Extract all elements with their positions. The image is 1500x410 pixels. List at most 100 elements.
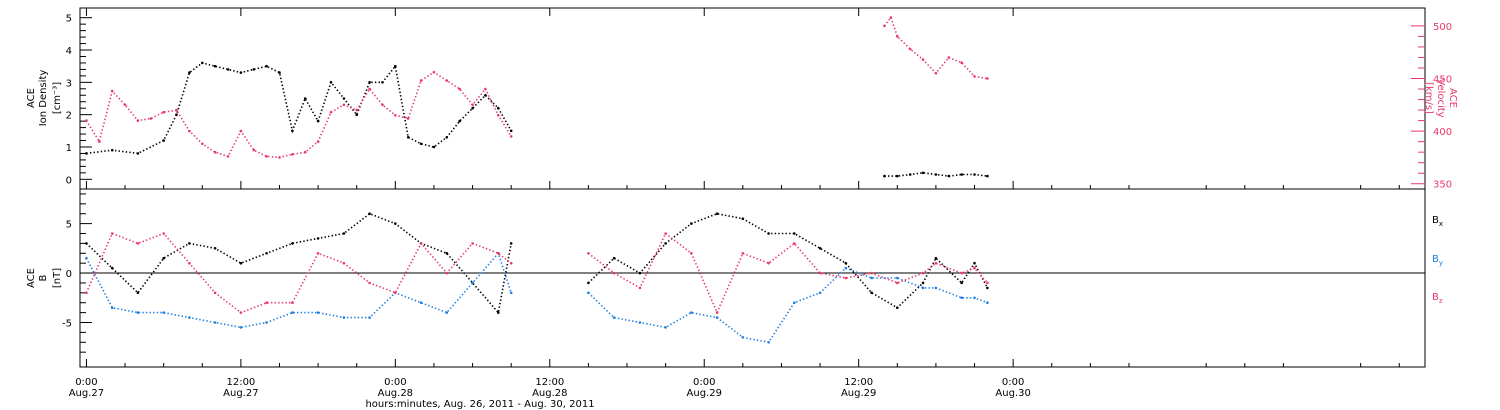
bx-series-point-10	[342, 232, 346, 235]
bx-series-point-26	[793, 232, 796, 235]
x-tick-date-5: Aug.29	[841, 388, 876, 399]
bz-series-point-33	[960, 271, 963, 275]
velocity-series-point-21	[355, 108, 359, 112]
density-series-point-20	[381, 81, 384, 84]
velocity-series-point-3	[123, 103, 127, 107]
bz-series-point-15	[471, 242, 474, 245]
bz-series-point-29	[870, 271, 873, 275]
bx-series-point-9	[316, 237, 320, 240]
density-series-point-26	[458, 119, 462, 123]
velocity-series-point-38	[921, 58, 925, 61]
by-series-point-15	[471, 281, 474, 285]
density-series-point-14	[303, 97, 307, 100]
by-series-point-14	[445, 311, 449, 314]
bx-series-point-23	[715, 212, 719, 215]
density-series-point-7	[213, 64, 217, 68]
by-series-point-11	[368, 316, 371, 319]
velocity-series-point-27	[432, 70, 436, 74]
bx-series-point-30	[896, 306, 899, 310]
bx-series-point-11	[368, 212, 371, 215]
bz-series-point-2	[136, 242, 140, 245]
velocity-series-point-15	[278, 156, 281, 159]
bz-series-point-10	[342, 261, 346, 265]
velocity-series-point-0	[85, 119, 88, 122]
bz-series-point-1	[110, 232, 114, 235]
bx-series-point-7	[265, 252, 268, 255]
bx-series-point-24	[741, 217, 745, 220]
velocity-series-point-2	[110, 89, 114, 93]
bottom-ylabel-line-1: ACE	[26, 268, 37, 288]
density-series-point-4	[175, 113, 178, 116]
bx-series-point-28	[844, 261, 848, 265]
by-series-point-18	[587, 291, 590, 295]
by-series-point-32	[934, 286, 938, 290]
density-series-point-37	[960, 173, 963, 176]
top-ylabel-left-line-3: [cm⁻³]	[52, 82, 63, 114]
bz-series-point-30	[896, 281, 899, 285]
by-series-point-19	[612, 316, 616, 319]
by-series-point-9	[316, 311, 320, 314]
by-series-point-22	[690, 311, 693, 314]
velocity-series-point-33	[509, 135, 513, 138]
x-tick-time-2: 0:00	[384, 377, 406, 388]
density-series-point-2	[136, 152, 140, 155]
top-panel-series	[85, 15, 989, 178]
bz-series-point-17	[509, 261, 513, 265]
by-series-point-8	[291, 311, 294, 314]
density-axis-ticks: 0 1 2 3 4 5	[66, 14, 92, 186]
bx-series-point-20	[638, 271, 642, 275]
by-series-point-29	[870, 276, 873, 280]
velocity-series-point-42	[973, 75, 976, 78]
density-series-point-12	[278, 71, 281, 74]
velocity-series-point-5	[149, 117, 153, 120]
magnetic-field-panel: ACE B [nT] -5 0 5 Bx By Bz	[26, 188, 1443, 368]
density-series-point-11	[265, 64, 268, 68]
legend: Bx By Bz	[1432, 215, 1443, 305]
density-velocity-panel: ACE Ion Density [cm⁻³] ACE Velocity [km/…	[26, 7, 1458, 191]
bz-series-point-9	[316, 252, 320, 255]
bz-series-point-16	[497, 252, 500, 255]
bx-series-point-35	[986, 286, 989, 290]
density-tick-label-0: 0	[66, 175, 72, 186]
density-series-point-39	[986, 174, 989, 178]
density-series-point-16	[329, 81, 333, 84]
velocity-series-point-43	[986, 77, 989, 80]
density-tick-label-3: 3	[66, 78, 72, 89]
bz-series-point-34	[973, 266, 976, 270]
velocity-series-point-6	[162, 110, 165, 114]
bx-series-point-8	[291, 242, 294, 245]
bottom-panel-frame	[79, 188, 1426, 368]
by-series-point-30	[896, 276, 899, 280]
bz-series-point-31	[921, 271, 925, 275]
density-series-point-8	[226, 68, 230, 71]
top-ylabel-right-line-3: [km/s]	[1423, 82, 1434, 114]
bx-series-point-2	[136, 291, 140, 295]
density-tick-label-1: 1	[66, 143, 72, 154]
velocity-series-point-25	[406, 117, 410, 120]
by-series-point-23	[715, 316, 719, 319]
bz-series-point-11	[368, 281, 371, 285]
by-series-point-34	[973, 296, 976, 300]
bx-series-point-5	[213, 247, 217, 250]
velocity-series-point-28	[445, 79, 449, 82]
velocity-series-point-41	[960, 61, 963, 64]
bx-series-point-3	[162, 256, 165, 260]
by-series-point-26	[793, 301, 796, 305]
by-series-point-35	[986, 301, 989, 305]
bz-series-point-23	[715, 311, 719, 314]
x-tick-time-3: 12:00	[535, 377, 564, 388]
top-panel-frame	[79, 7, 1426, 190]
velocity-series-point-29	[458, 87, 462, 91]
bz-series-point-22	[690, 252, 693, 255]
field-tick-label-2: 5	[66, 220, 72, 231]
bz-series-point-20	[638, 286, 642, 290]
velocity-series-point-9	[201, 142, 204, 146]
by-series-point-21	[664, 326, 667, 329]
legend-item-bz: Bz	[1432, 292, 1443, 305]
by-series-point-7	[265, 321, 268, 324]
by-series-point-25	[767, 341, 770, 344]
velocity-series-point-17	[303, 150, 307, 154]
bx-series-point-14	[445, 252, 449, 255]
by-series-point-31	[921, 286, 925, 290]
